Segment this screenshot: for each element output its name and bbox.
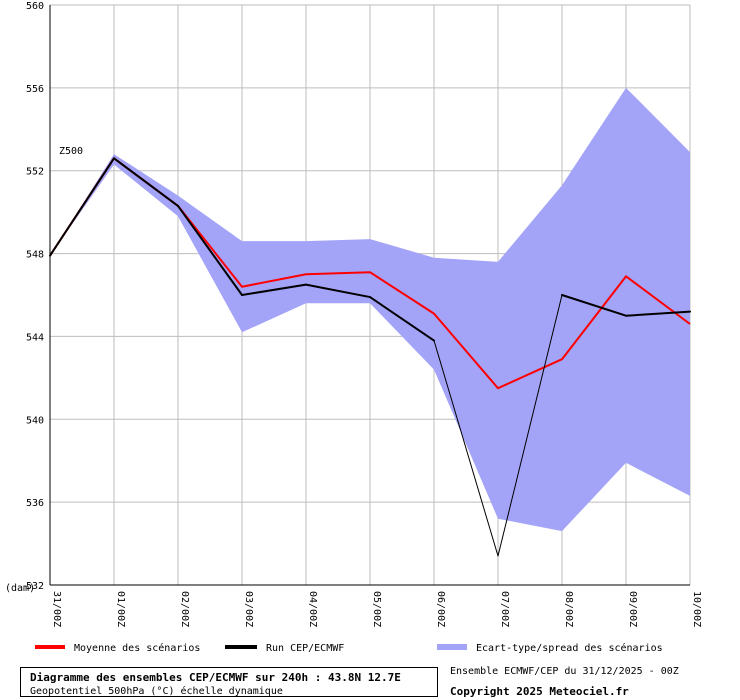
y-tick-label: 548 (26, 250, 44, 261)
series-label: Z500 (59, 146, 83, 157)
chart-subtitle: Geopotentiel 500hPa (°C) échelle dynamiq… (30, 686, 283, 697)
run-series-segment (305, 283, 371, 299)
x-tick-label: 01/00Z (115, 591, 126, 627)
run-series-segment (49, 157, 115, 257)
x-tick-label: 08/00Z (563, 591, 574, 627)
x-tick-label: 05/00Z (371, 591, 382, 627)
run-series-segment (497, 294, 563, 557)
run-series-segment (625, 310, 691, 317)
x-tick-label: 03/00Z (243, 591, 254, 627)
run-series-segment (177, 204, 243, 296)
legend-label: Moyenne des scénarios (74, 642, 200, 654)
x-tick-label: 02/00Z (179, 591, 190, 627)
legend-label: Run CEP/ECMWF (266, 643, 344, 654)
y-tick-label: 544 (26, 332, 44, 343)
x-tick-label: 09/00Z (627, 591, 638, 627)
x-tick-label: 06/00Z (435, 591, 446, 627)
legend-swatch (437, 644, 467, 650)
copyright: Copyright 2025 Meteociel.fr (450, 685, 629, 698)
run-series-segment (113, 157, 179, 207)
run-series-segment (241, 283, 307, 296)
run-series-segment (369, 296, 435, 342)
y-tick-label: 560 (26, 1, 44, 12)
y-tick-labels: 536 540 544 548 552 556 560 532 (26, 1, 44, 592)
lines-layer (49, 157, 691, 557)
spread-band (50, 87, 690, 532)
y-axis-unit-label: (dam) (5, 583, 35, 594)
spread-layer (50, 87, 690, 532)
run-info: Ensemble ECMWF/CEP du 31/12/2025 - 00Z (450, 666, 679, 677)
x-tick-label: 10/00Z (691, 591, 702, 627)
chart-legend: Moyenne des scénarios Run CEP/ECMWF Ecart-… (35, 642, 663, 654)
x-tick-label: 04/00Z (307, 591, 318, 627)
chart-axes (49, 5, 690, 586)
chart-title: Diagramme des ensembles CEP/ECMWF sur 24… (30, 671, 401, 684)
legend-swatch (35, 645, 65, 649)
y-tick-label: 540 (26, 415, 44, 426)
legend-label: Ecart-type/spread des scénarios (476, 642, 663, 654)
y-tick-label: 552 (26, 167, 44, 178)
run-series-segment (433, 340, 499, 557)
x-tick-label: 31/00Z (51, 591, 62, 627)
legend-swatch (225, 645, 257, 649)
y-tick-label: 532 (26, 581, 44, 592)
y-tick-label: 556 (26, 84, 44, 95)
x-tick-label: 07/00Z (499, 591, 510, 627)
x-tick-labels: 31/00Z 01/00Z 02/00Z 03/00Z 04/00Z 05/00Z 06/0… (51, 591, 702, 627)
chart-info-box: Diagramme des ensembles CEP/ECMWF sur 24… (20, 667, 438, 697)
y-tick-label: 536 (26, 498, 44, 509)
run-series-segment (561, 294, 627, 317)
